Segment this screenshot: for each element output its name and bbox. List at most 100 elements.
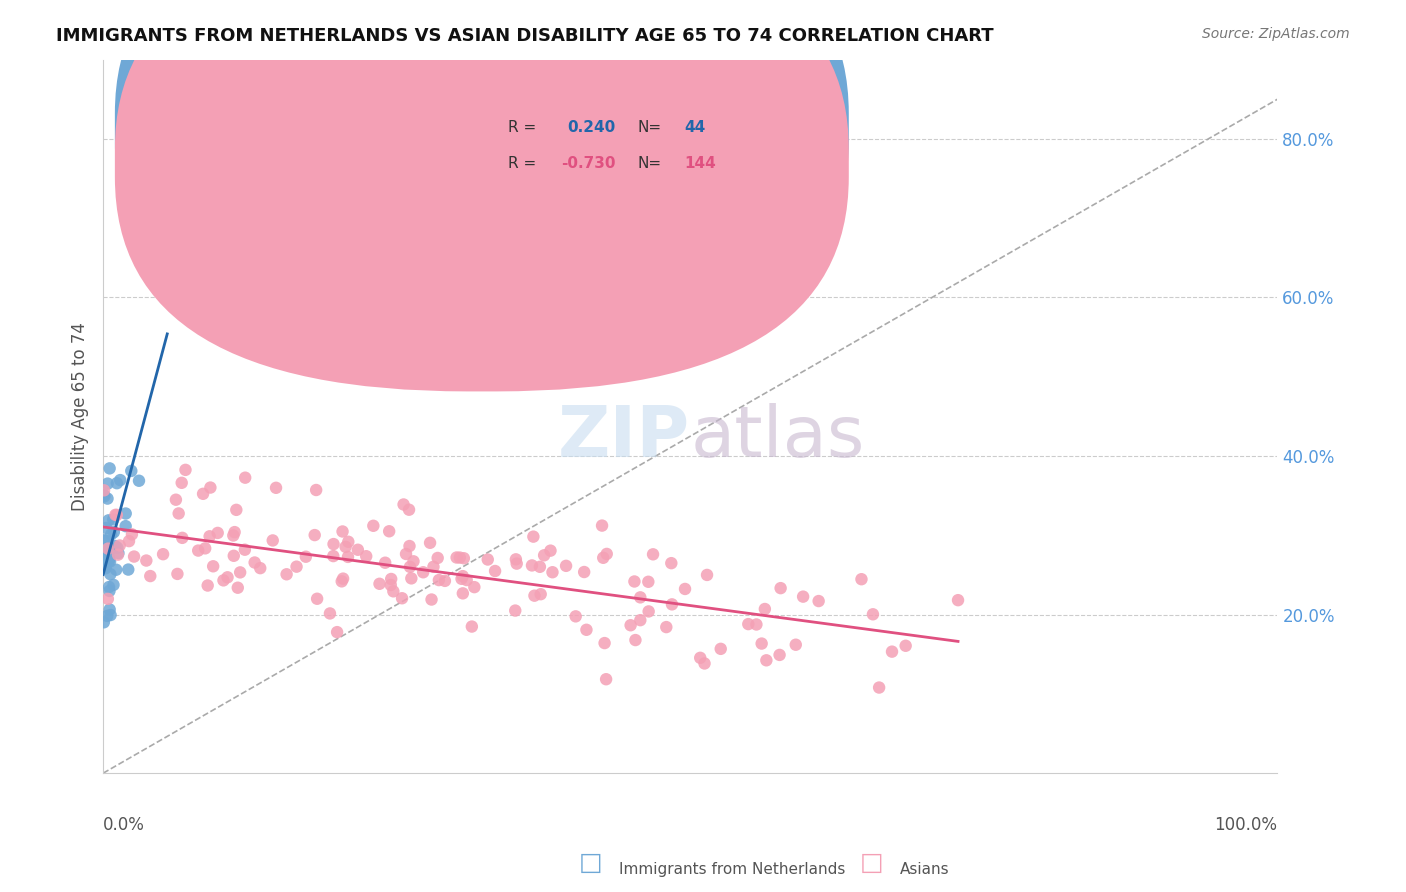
Point — [792, 590, 814, 604]
Point — [100, 527, 122, 541]
Point — [363, 518, 385, 533]
Point — [326, 625, 349, 640]
Point — [503, 604, 526, 618]
Text: N=: N= — [637, 155, 662, 170]
Point — [98, 580, 121, 594]
Point — [97, 591, 120, 606]
Point — [523, 589, 546, 603]
Point — [541, 566, 564, 580]
Point — [217, 570, 239, 584]
Point — [105, 563, 128, 577]
Point — [596, 547, 619, 561]
Point — [592, 550, 614, 565]
Point — [94, 533, 117, 548]
Point — [98, 583, 121, 598]
Point — [96, 521, 118, 535]
Point — [505, 552, 527, 566]
Point — [392, 498, 415, 512]
Point — [167, 507, 190, 521]
Point — [751, 636, 773, 650]
Point — [197, 578, 219, 592]
Text: Immigrants from Netherlands: Immigrants from Netherlands — [619, 863, 845, 877]
Text: 0.0%: 0.0% — [103, 816, 145, 834]
Point — [100, 607, 122, 622]
Point — [96, 491, 118, 506]
Point — [337, 549, 360, 564]
Point — [93, 615, 115, 630]
Text: 100.0%: 100.0% — [1215, 816, 1278, 834]
Point — [135, 553, 157, 567]
Point — [402, 554, 425, 568]
Point — [453, 551, 475, 566]
Point — [332, 572, 354, 586]
Point — [754, 602, 776, 616]
Point — [755, 653, 778, 667]
Point — [330, 574, 353, 589]
Point — [262, 533, 284, 548]
Point — [243, 556, 266, 570]
Point — [194, 541, 217, 556]
Point — [456, 573, 478, 587]
Point — [94, 561, 117, 575]
Text: IMMIGRANTS FROM NETHERLANDS VS ASIAN DISABILITY AGE 65 TO 74 CORRELATION CHART: IMMIGRANTS FROM NETHERLANDS VS ASIAN DIS… — [56, 27, 994, 45]
Point — [229, 566, 252, 580]
Point — [307, 591, 329, 606]
Point — [103, 525, 125, 540]
Point — [461, 619, 484, 633]
Point — [477, 552, 499, 566]
Point — [107, 546, 129, 560]
Point — [105, 476, 128, 491]
Point — [276, 567, 298, 582]
Point — [96, 554, 118, 568]
Point — [226, 581, 249, 595]
Point — [93, 483, 115, 498]
Text: 44: 44 — [685, 120, 706, 135]
Point — [380, 572, 402, 586]
Point — [419, 536, 441, 550]
Point — [391, 591, 413, 606]
Point — [104, 508, 127, 522]
Point — [121, 527, 143, 541]
Point — [520, 558, 543, 573]
Point — [620, 618, 643, 632]
Point — [108, 539, 131, 553]
Point — [117, 563, 139, 577]
Point — [382, 584, 405, 599]
Point — [153, 235, 176, 249]
Point — [946, 593, 969, 607]
Point — [96, 543, 118, 558]
Point — [304, 528, 326, 542]
Point — [93, 488, 115, 502]
Point — [233, 471, 256, 485]
Point — [451, 586, 474, 600]
Point — [332, 524, 354, 539]
Point — [868, 681, 890, 695]
Point — [104, 539, 127, 553]
Point — [591, 518, 613, 533]
Point — [105, 508, 128, 522]
Point — [94, 559, 117, 574]
Point — [637, 604, 659, 618]
Point — [170, 475, 193, 490]
Point — [399, 559, 422, 574]
Point — [368, 576, 391, 591]
Point — [103, 578, 125, 592]
Point — [322, 537, 344, 551]
Point — [710, 641, 733, 656]
Point — [207, 525, 229, 540]
Point — [114, 519, 136, 533]
Point — [401, 571, 423, 585]
Point — [174, 463, 197, 477]
Point — [110, 473, 132, 487]
Point — [894, 639, 917, 653]
Point — [851, 572, 873, 586]
Text: Source: ZipAtlas.com: Source: ZipAtlas.com — [1202, 27, 1350, 41]
Point — [506, 557, 529, 571]
Point — [98, 602, 121, 616]
Point — [97, 476, 120, 491]
Point — [305, 483, 328, 497]
Point — [595, 672, 617, 686]
Point — [593, 636, 616, 650]
Point — [769, 581, 792, 595]
Point — [98, 554, 121, 568]
